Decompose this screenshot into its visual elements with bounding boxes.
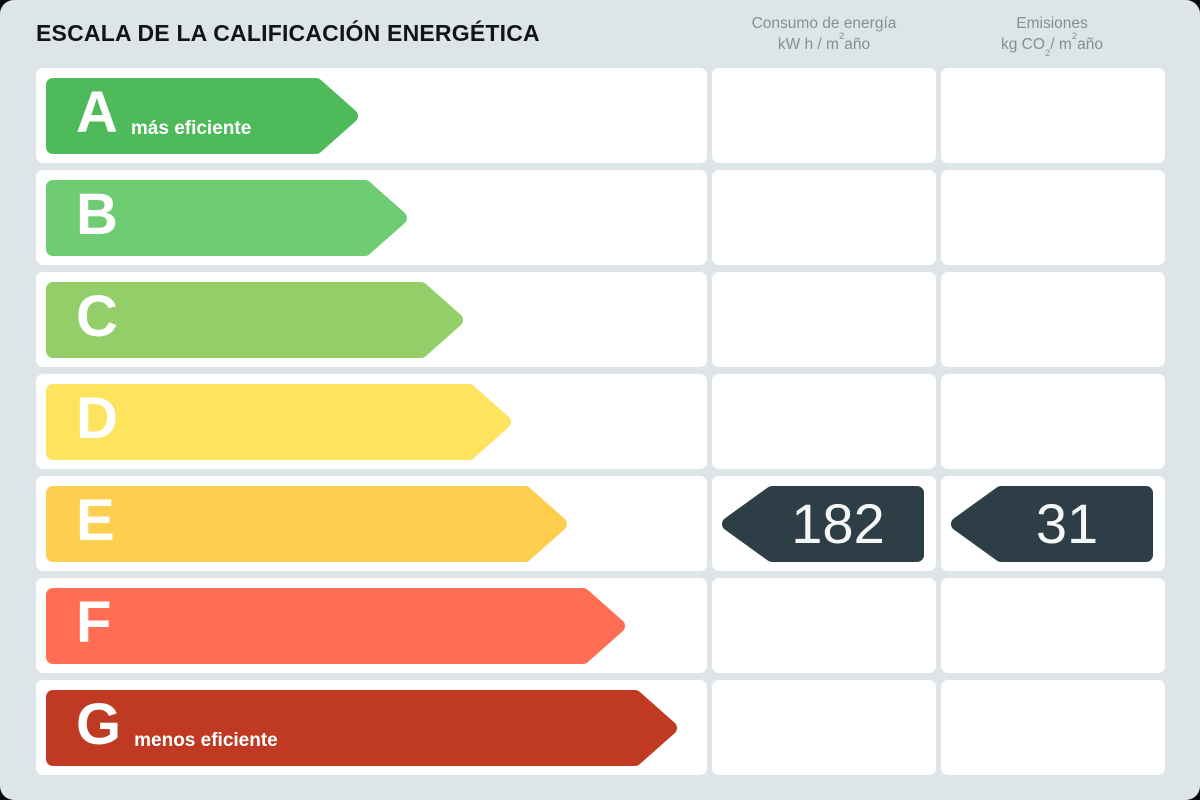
emissions-column-header: Emisiones kg CO2/ m2año: [940, 14, 1164, 60]
rating-row-c: C: [36, 272, 1165, 367]
rating-row-g: G menos eficiente: [36, 680, 1165, 775]
rating-letter: E: [76, 487, 115, 553]
emissions-unit-post: año: [1077, 36, 1104, 54]
arrow-shape-icon: [46, 281, 463, 358]
rating-letter: B: [76, 181, 118, 247]
rating-row-b: B: [36, 170, 1165, 265]
emissions-cell-b: [941, 170, 1165, 265]
rating-row-f: F: [36, 578, 1165, 673]
scale-cell-f: F: [36, 578, 707, 673]
rating-letter: D: [76, 385, 118, 451]
scale-cell-c: C: [36, 272, 707, 367]
arrow-text: B: [76, 180, 118, 256]
scale-cell-b: B: [36, 170, 707, 265]
consumption-unit-sup: 2: [838, 30, 845, 42]
consumption-cell-e: 182: [712, 476, 936, 571]
rating-arrow-c: C: [46, 281, 463, 358]
arrow-shape-icon: [46, 77, 358, 154]
emissions-unit-sup: 2: [1071, 30, 1078, 42]
arrow-shape-icon: [46, 689, 677, 766]
arrow-shape-icon: [46, 485, 567, 562]
consumption-cell-c: [712, 272, 936, 367]
emissions-cell-c: [941, 272, 1165, 367]
consumption-unit-post: año: [844, 36, 871, 54]
rating-letter: C: [76, 283, 118, 349]
arrow-shape-icon: [46, 587, 625, 664]
consumption-cell-a: [712, 68, 936, 163]
consumption-cell-g: [712, 680, 936, 775]
consumption-value: 182: [791, 491, 885, 555]
badge-arrow-icon: [951, 485, 1153, 562]
consumption-column-header: Consumo de energía kW h / m2año: [712, 14, 936, 56]
badge-arrow-icon: [722, 485, 924, 562]
emissions-unit-mid: / m: [1050, 36, 1072, 54]
rating-arrow-f: F: [46, 587, 625, 664]
consumption-cell-f: [712, 578, 936, 673]
rating-caption: más eficiente: [130, 117, 252, 139]
scale-cell-d: D: [36, 374, 707, 469]
page-title: ESCALA DE LA CALIFICACIÓN ENERGÉTICA: [36, 20, 540, 46]
arrow-text: E: [76, 486, 115, 562]
rating-arrow-a: A más eficiente: [46, 77, 358, 154]
rating-row-a: A más eficiente: [36, 68, 1165, 163]
arrow-shape-icon: [46, 179, 407, 256]
emissions-cell-a: [941, 68, 1165, 163]
scale-cell-a: A más eficiente: [36, 68, 707, 163]
rating-rows: A más eficiente B C: [36, 68, 1165, 775]
arrow-shape-icon: [46, 383, 511, 460]
scale-cell-e: E: [36, 476, 707, 571]
emissions-unit-sub: 2: [1044, 48, 1051, 60]
emissions-value: 31: [1035, 491, 1099, 555]
rating-caption: menos eficiente: [134, 729, 278, 751]
rating-arrow-e: E: [46, 485, 567, 562]
emissions-cell-f: [941, 578, 1165, 673]
emissions-cell-g: [941, 680, 1165, 775]
rating-row-d: D: [36, 374, 1165, 469]
rating-row-e: E 182 31: [36, 476, 1165, 571]
arrow-text: A más eficiente: [76, 78, 251, 154]
emissions-header-line1: Emisiones: [1016, 15, 1088, 32]
rating-letter: G: [76, 691, 122, 757]
rating-letter: A: [76, 79, 118, 145]
rating-arrow-b: B: [46, 179, 407, 256]
consumption-unit-pre: kW h / m: [777, 36, 839, 54]
emissions-unit-pre: kg CO: [1000, 36, 1045, 54]
consumption-cell-b: [712, 170, 936, 265]
consumption-value-badge: 182: [722, 485, 926, 562]
consumption-header-line1: Consumo de energía: [751, 15, 897, 32]
arrow-text: F: [76, 588, 111, 664]
emissions-value-badge: 31: [951, 485, 1155, 562]
rating-letter: F: [76, 589, 112, 655]
consumption-header-line2: kW h / m2año: [712, 31, 936, 56]
consumption-cell-d: [712, 374, 936, 469]
emissions-header-line2: kg CO2/ m2año: [940, 31, 1164, 60]
scale-cell-g: G menos eficiente: [36, 680, 707, 775]
emissions-cell-d: [941, 374, 1165, 469]
arrow-text: G menos eficiente: [76, 690, 278, 766]
rating-arrow-d: D: [46, 383, 511, 460]
arrow-text: D: [76, 384, 118, 460]
rating-arrow-g: G menos eficiente: [46, 689, 677, 766]
arrow-text: C: [76, 282, 118, 358]
emissions-cell-e: 31: [941, 476, 1165, 571]
